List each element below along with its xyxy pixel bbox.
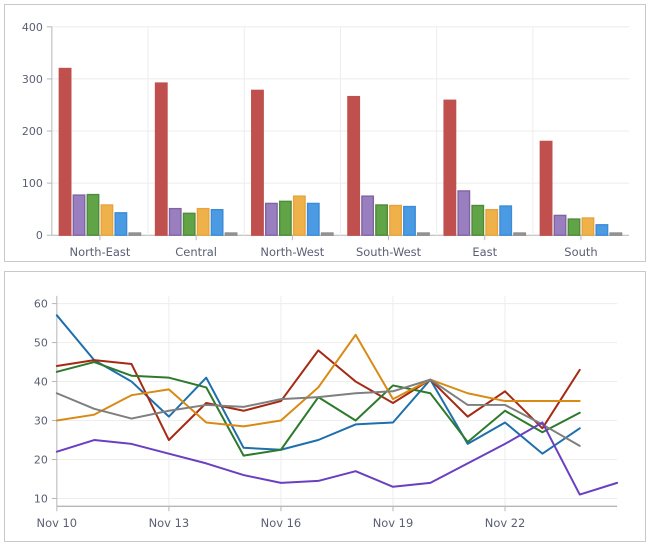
bar-rect[interactable] <box>196 207 210 236</box>
bar-rect[interactable] <box>443 99 457 236</box>
bar-rect[interactable] <box>609 232 623 236</box>
bar-rect[interactable] <box>306 202 320 236</box>
line-x-tick-label: Nov 22 <box>485 516 526 530</box>
bar-rect[interactable] <box>403 205 416 236</box>
bar-rect[interactable] <box>471 204 485 236</box>
line-x-tick-label: Nov 13 <box>149 516 190 530</box>
bar-rect[interactable] <box>264 202 278 236</box>
line-y-tick-label: 30 <box>34 415 48 428</box>
bar-rect[interactable] <box>100 204 114 236</box>
line-series-path[interactable] <box>55 378 581 447</box>
bar-rect[interactable] <box>320 232 334 236</box>
line-series-path[interactable] <box>55 349 581 442</box>
bar-rect[interactable] <box>278 200 292 236</box>
bar-rect[interactable] <box>58 67 72 236</box>
bar-rect[interactable] <box>347 95 361 236</box>
line-chart-panel: 10 20 30 40 50 60 Nov 10 Nov 13 Nov 16 Nov 19 Nov … <box>4 271 646 542</box>
line-series-path[interactable] <box>55 361 581 457</box>
bar-rect[interactable] <box>595 224 609 236</box>
bar-rect[interactable] <box>224 232 238 236</box>
bar-y-tick-label: 100 <box>22 177 43 190</box>
bar-x-category-label: South-West <box>356 245 422 259</box>
bar-rect[interactable] <box>154 82 168 236</box>
line-y-tick-label: 50 <box>34 337 48 350</box>
line-y-tick-label: 60 <box>34 298 48 311</box>
bar-x-category-label: South <box>564 245 597 259</box>
bar-y-tick-label: 400 <box>22 21 43 34</box>
bar-x-category-label: North-East <box>70 245 131 259</box>
bar-y-tick-label: 0 <box>36 229 43 242</box>
line-y-tick-label: 40 <box>34 376 48 389</box>
bar-rect[interactable] <box>114 212 128 236</box>
bar-rect[interactable] <box>182 212 196 236</box>
bar-rect[interactable] <box>168 207 182 236</box>
bar-rect[interactable] <box>581 217 595 236</box>
bar-rect[interactable] <box>457 190 471 236</box>
bar-chart-plot[interactable]: 0 100 200 300 400 North-East Central North-West… <box>5 5 645 261</box>
line-chart-plot[interactable]: 10 20 30 40 50 60 Nov 10 Nov 13 Nov 16 Nov 19 Nov … <box>5 272 645 541</box>
line-series-path[interactable] <box>55 421 619 496</box>
line-series-path[interactable] <box>55 333 581 428</box>
line-x-tick-label: Nov 10 <box>37 516 78 530</box>
bar-rect[interactable] <box>499 205 513 236</box>
bar-rect[interactable] <box>389 204 402 236</box>
bar-x-category-label: North-West <box>260 245 324 259</box>
bar-rect[interactable] <box>417 232 430 236</box>
line-y-tick-label: 20 <box>34 453 48 466</box>
bar-x-category-label: East <box>472 245 497 259</box>
bar-rect[interactable] <box>553 214 567 236</box>
bar-x-category-label: Central <box>175 245 217 259</box>
bar-rect[interactable] <box>251 89 264 236</box>
line-y-tick-label: 10 <box>34 492 48 505</box>
bar-rect[interactable] <box>539 140 553 236</box>
bar-rect[interactable] <box>72 194 86 236</box>
line-series-path[interactable] <box>55 314 581 455</box>
bar-y-tick-label: 300 <box>22 73 43 86</box>
bar-rect[interactable] <box>375 204 389 236</box>
bar-rect[interactable] <box>210 208 224 236</box>
bar-rect[interactable] <box>513 232 527 236</box>
bar-rect[interactable] <box>361 195 375 236</box>
line-x-tick-label: Nov 16 <box>261 516 302 530</box>
bar-chart-panel: 0 100 200 300 400 North-East Central North-West… <box>4 4 646 262</box>
line-x-tick-label: Nov 19 <box>373 516 414 530</box>
bar-rect[interactable] <box>128 232 142 236</box>
bar-y-tick-label: 200 <box>22 125 43 138</box>
bar-rect[interactable] <box>485 208 499 236</box>
bar-rect[interactable] <box>567 218 581 236</box>
bar-rect[interactable] <box>292 195 306 236</box>
bar-rect[interactable] <box>86 193 100 236</box>
